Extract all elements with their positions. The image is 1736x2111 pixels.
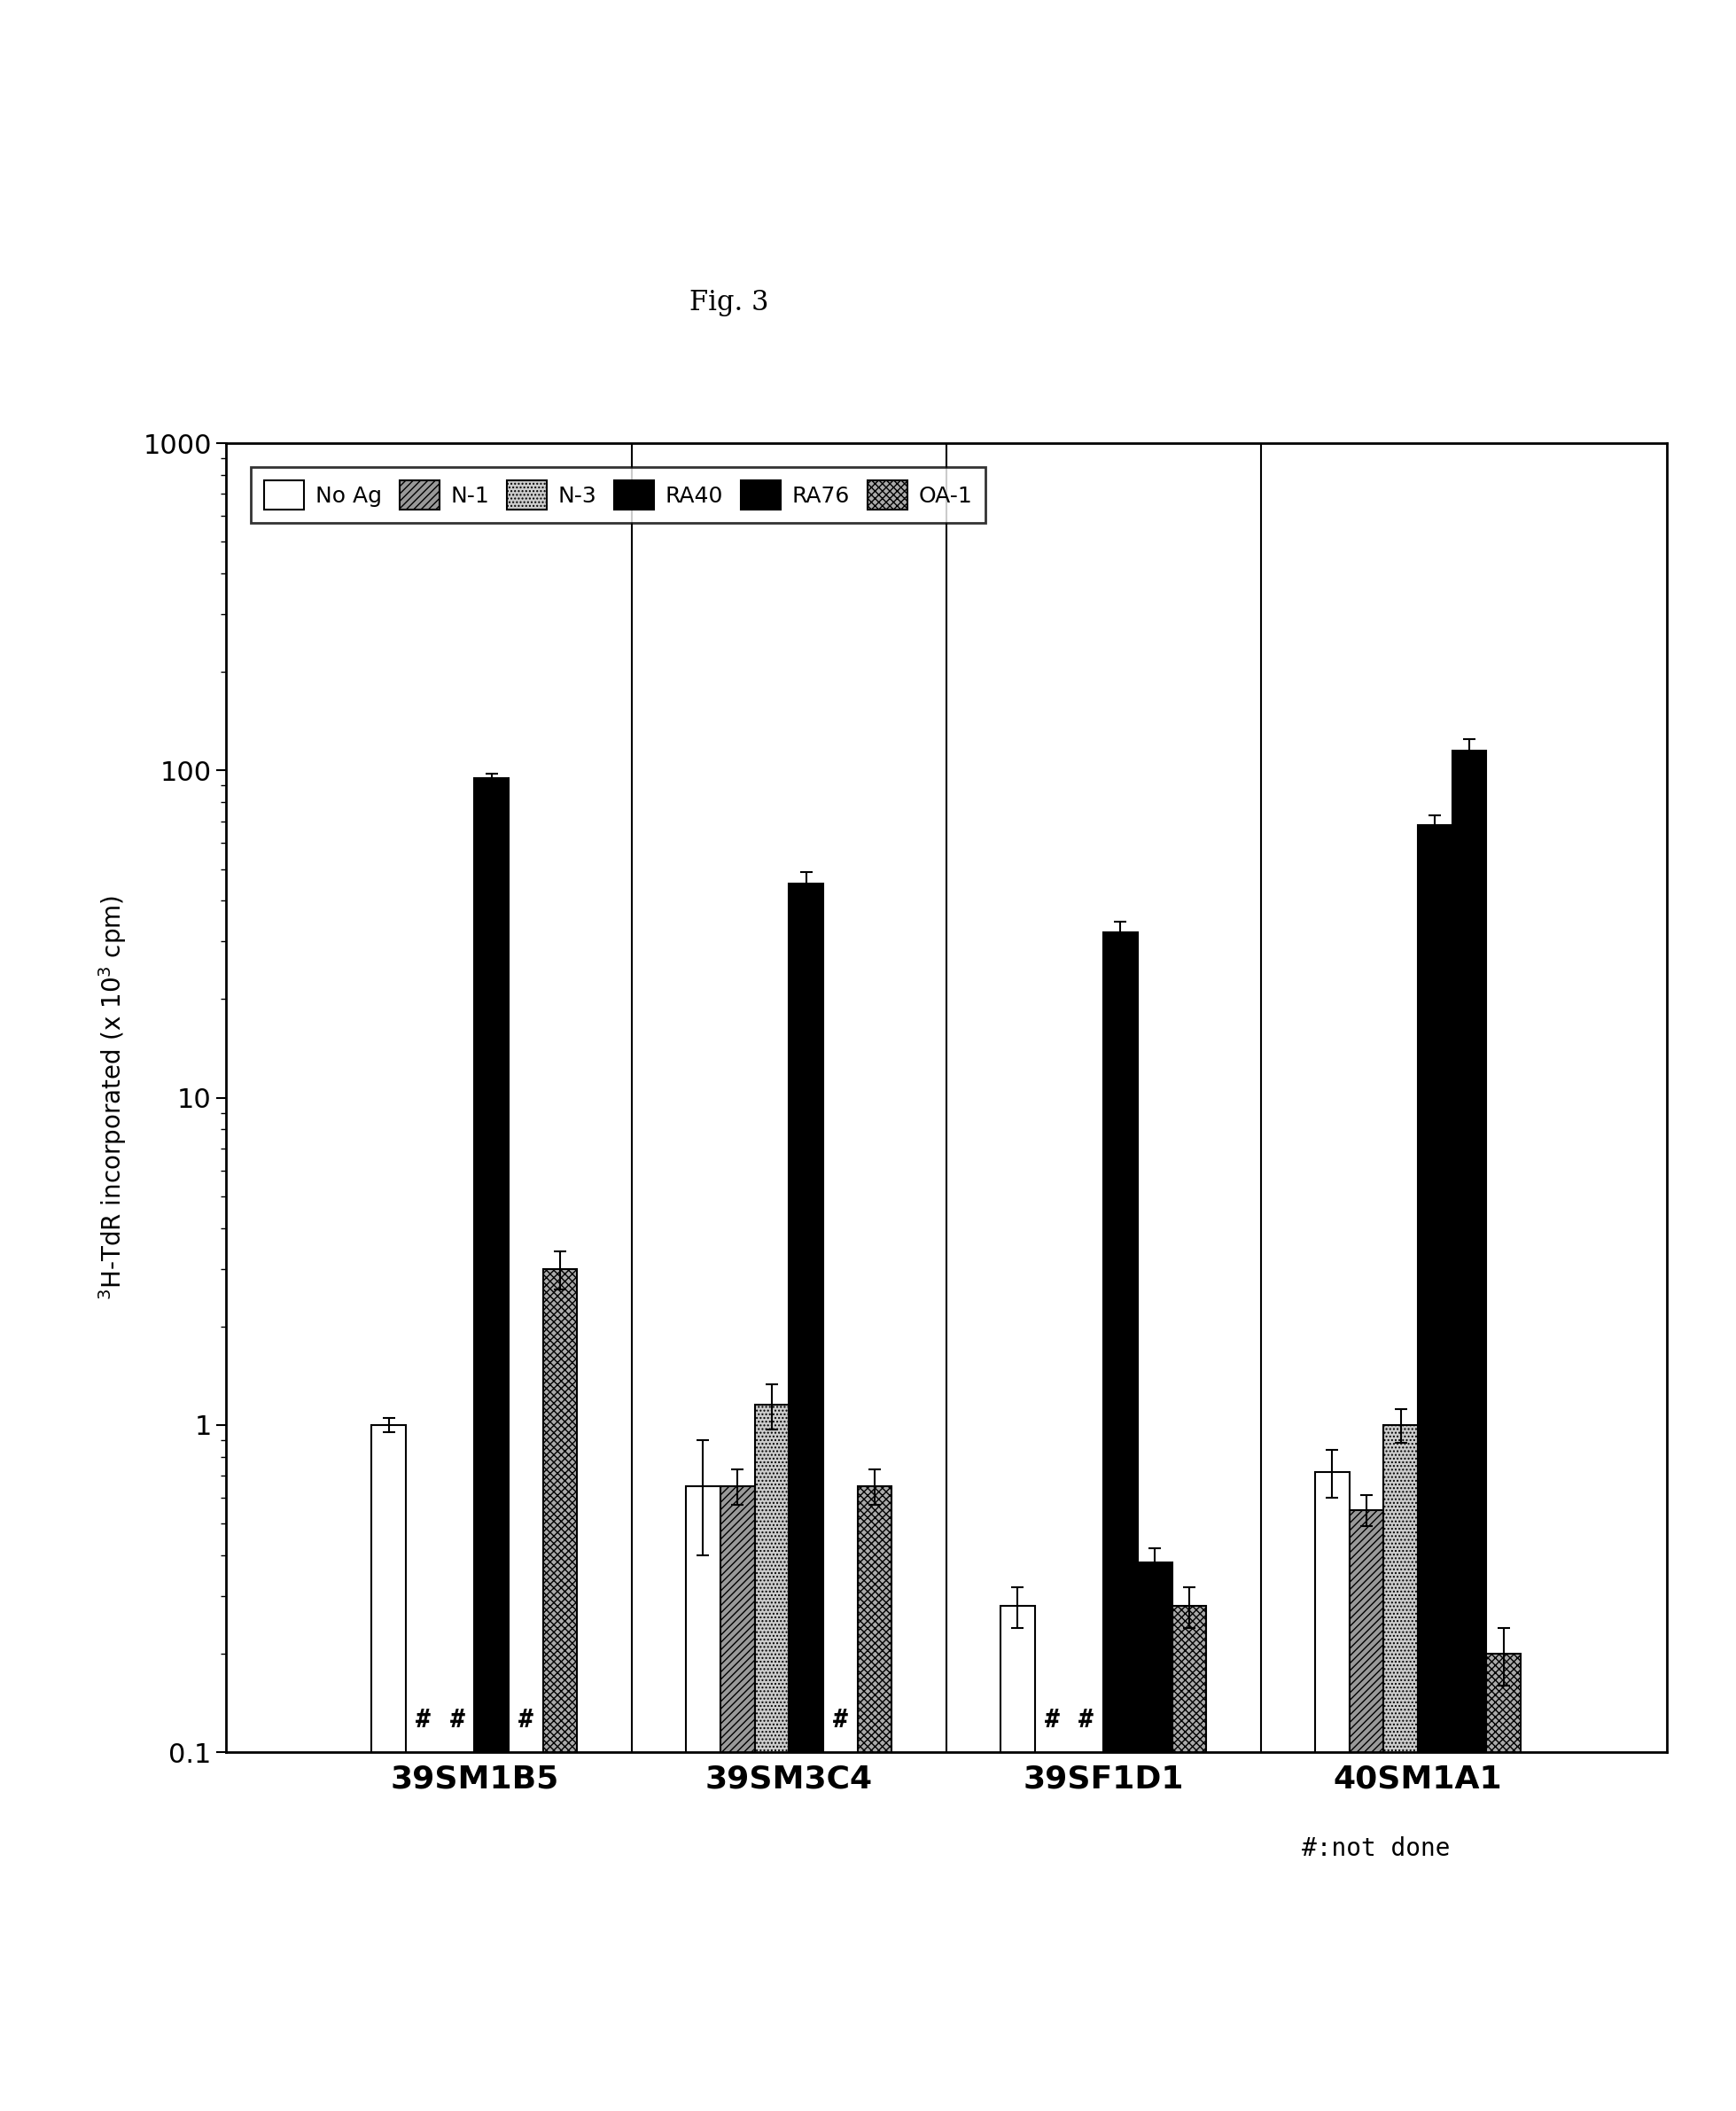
Bar	[1104, 933, 1137, 2111]
Bar	[372, 1425, 406, 2111]
Bar	[720, 1486, 755, 2111]
Text: #: #	[833, 1708, 847, 1733]
Bar	[1314, 1471, 1349, 2111]
Bar	[474, 777, 509, 2111]
Text: Fig. 3: Fig. 3	[689, 289, 769, 317]
Text: #: #	[1078, 1708, 1094, 1733]
Bar	[1418, 825, 1451, 2111]
Bar	[1451, 752, 1486, 2111]
Text: #: #	[519, 1708, 533, 1733]
Text: #:not done: #:not done	[1302, 1837, 1451, 1862]
Bar	[755, 1406, 788, 2111]
Bar	[788, 885, 823, 2111]
Bar	[1486, 1653, 1521, 2111]
Bar	[1172, 1606, 1207, 2111]
Text: #: #	[450, 1708, 465, 1733]
Bar	[543, 1269, 578, 2111]
Legend: No Ag, N-1, N-3, RA40, RA76, OA-1: No Ag, N-1, N-3, RA40, RA76, OA-1	[252, 467, 986, 524]
Text: #: #	[415, 1708, 431, 1733]
Bar	[858, 1486, 892, 2111]
Y-axis label: $^{3}$H-TdR incorporated (x 10$^{3}$ cpm): $^{3}$H-TdR incorporated (x 10$^{3}$ cpm…	[95, 895, 128, 1300]
Bar	[1349, 1509, 1384, 2111]
Bar	[1137, 1562, 1172, 2111]
Bar	[1000, 1606, 1035, 2111]
Text: #: #	[1045, 1708, 1059, 1733]
Bar	[686, 1486, 720, 2111]
Bar	[1384, 1425, 1418, 2111]
